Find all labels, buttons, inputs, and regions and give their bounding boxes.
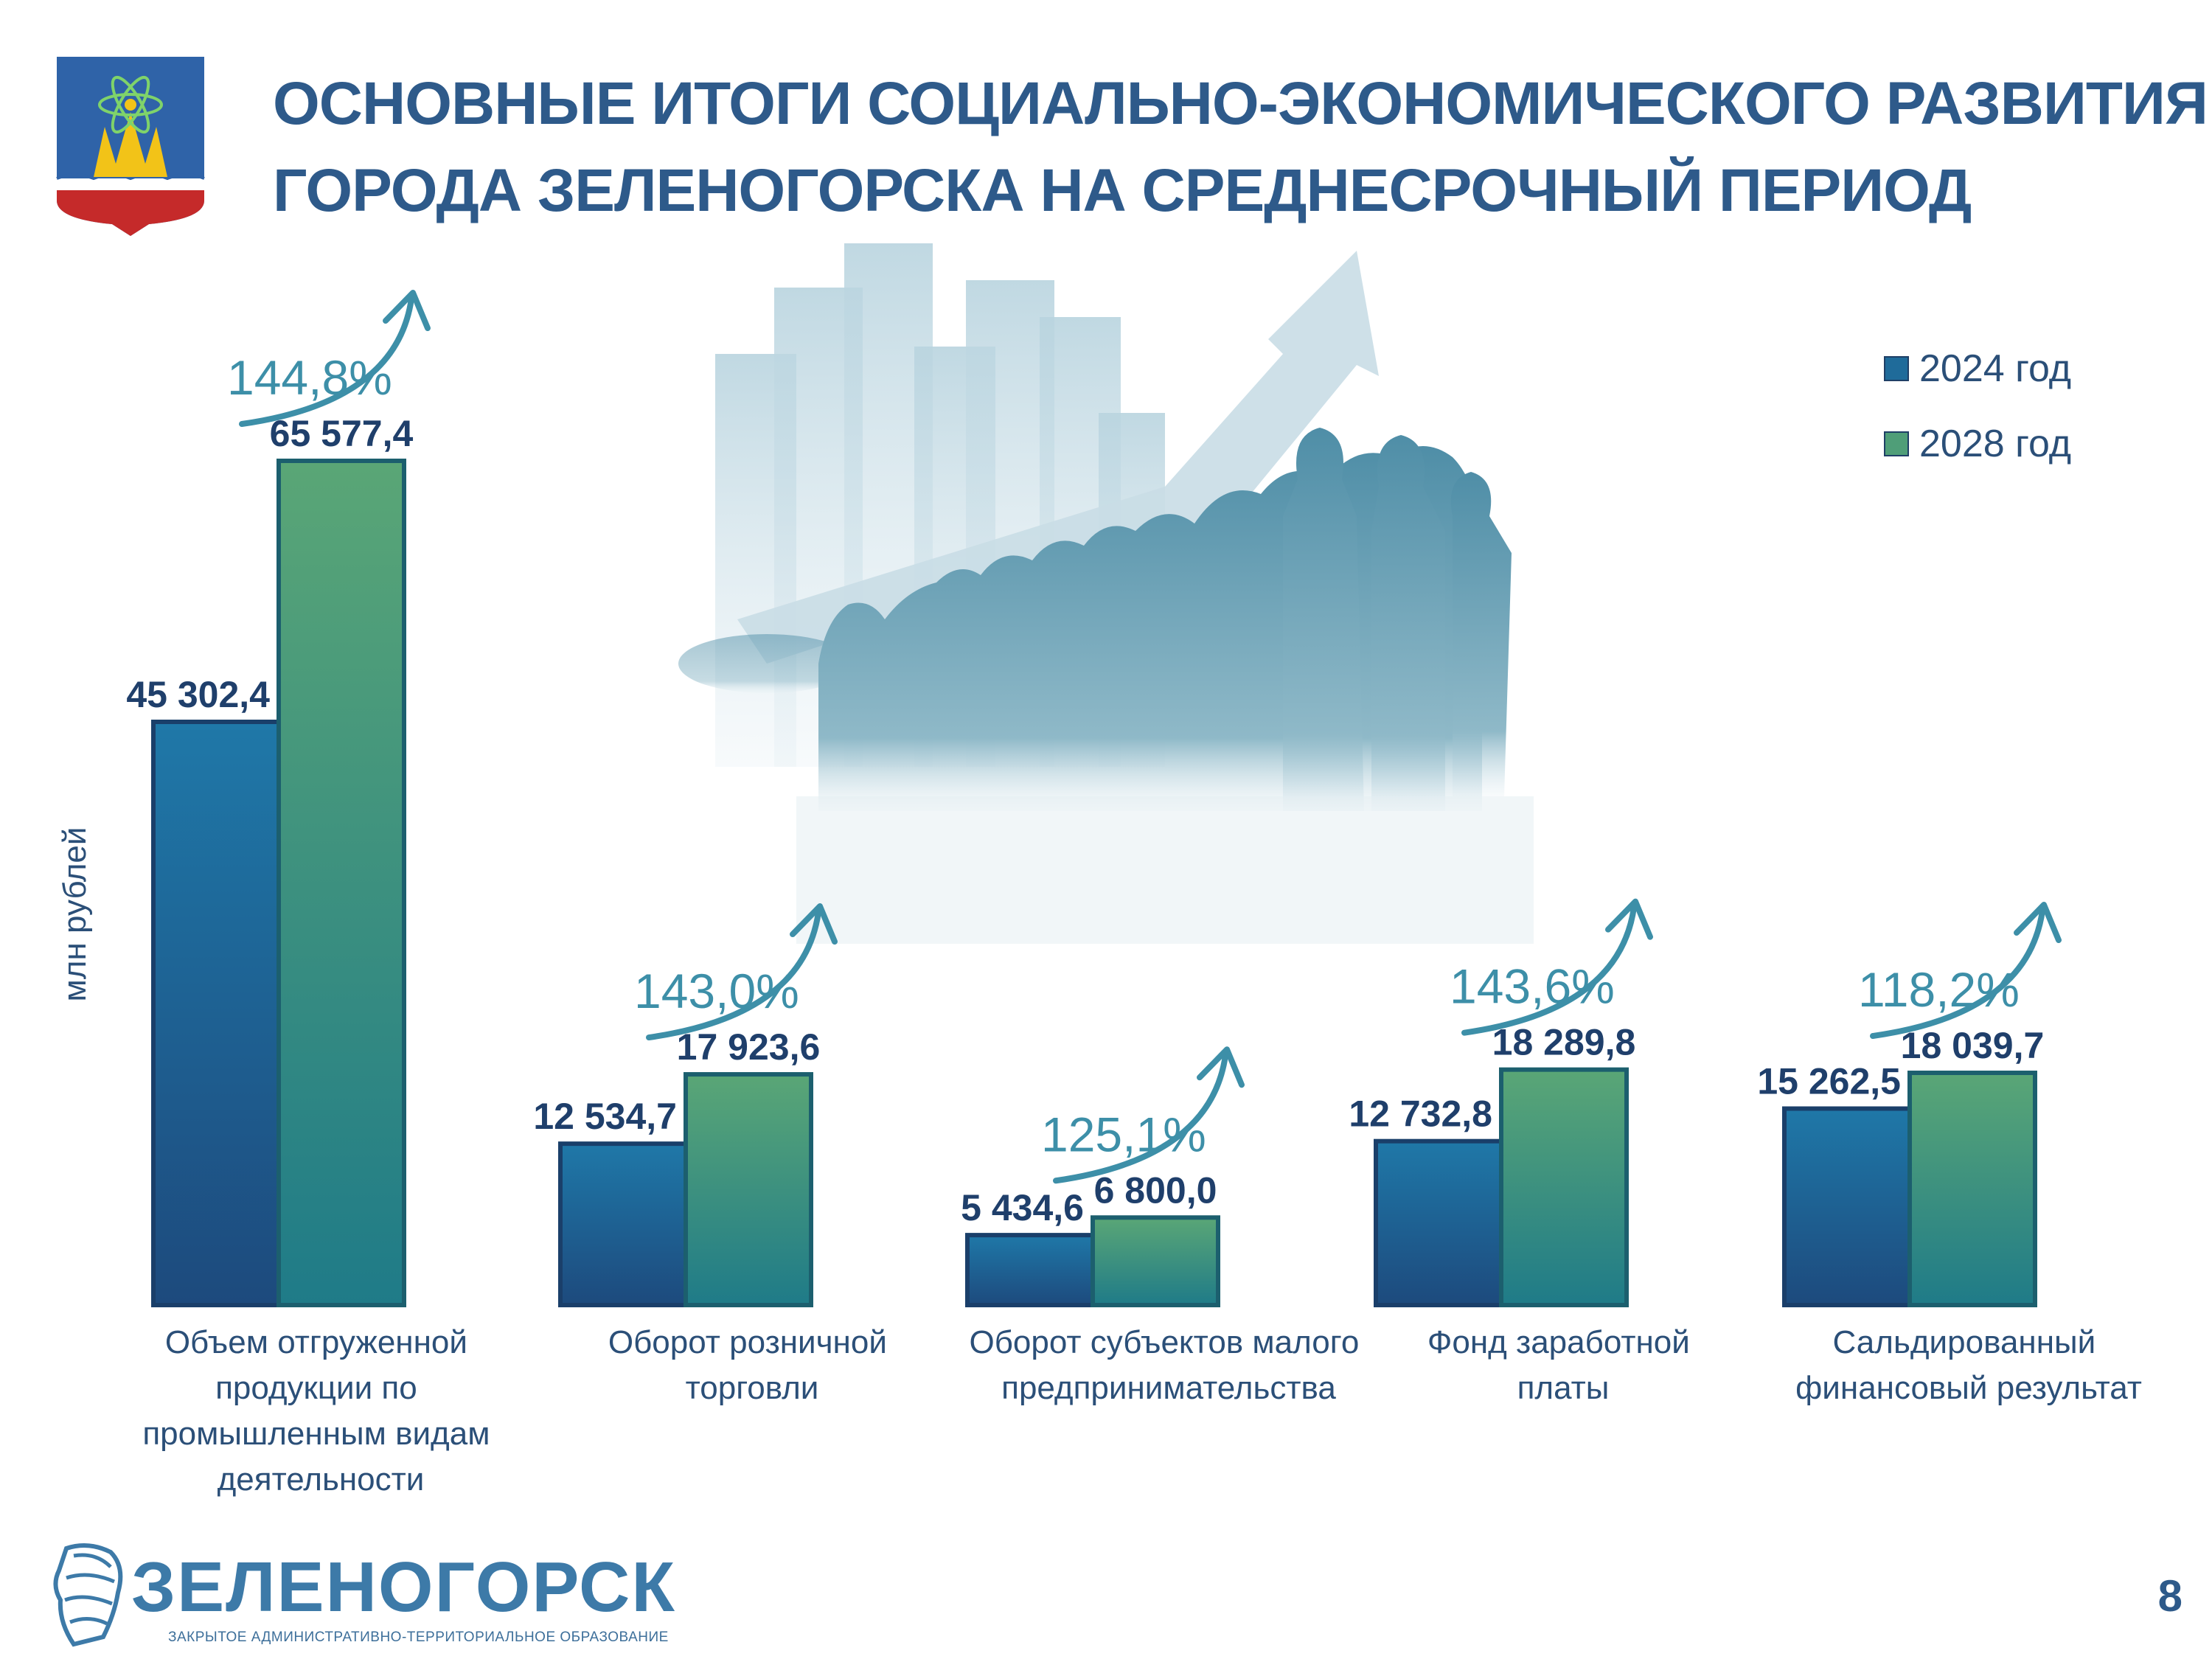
value-label-2028-3: 18 289,8 <box>1492 1022 1636 1063</box>
business-crowd-illustration <box>678 243 1534 944</box>
growth-label-2: 125,1% <box>1041 1107 1206 1161</box>
growth-label-1: 143,0% <box>634 964 799 1018</box>
growth-label-4: 118,2% <box>1858 962 2020 1017</box>
category-label-1: Оборот розничной торговли <box>608 1324 896 1406</box>
page-title-line-2: ГОРОДА ЗЕЛЕНОГОРСКА НА СРЕДНЕСРОЧНЫЙ ПЕР… <box>273 157 1972 224</box>
value-label-2028-1: 17 923,6 <box>677 1026 821 1068</box>
value-label-2024-4: 15 262,5 <box>1757 1061 1901 1102</box>
value-label-2024-3: 12 732,8 <box>1349 1093 1492 1135</box>
growth-arrow-2 <box>1053 1052 1228 1184</box>
growth-label-3: 143,6% <box>1450 959 1615 1014</box>
legend-item-2028: 2028 год <box>1884 422 2071 466</box>
value-label-2028-4: 18 039,7 <box>1901 1025 2045 1066</box>
city-emblem <box>56 57 205 236</box>
bar-2024-1 <box>558 1141 688 1308</box>
value-label-2028-2: 6 800,0 <box>1094 1169 1217 1211</box>
category-label-0: Объем отгруженной продукции по промышлен… <box>142 1324 498 1498</box>
value-label-2024-2: 5 434,6 <box>961 1187 1084 1228</box>
logo-subtitle: ЗАКРЫТОЕ АДМИНИСТРАТИВНО-ТЕРРИТОРИАЛЬНОЕ… <box>168 1630 669 1645</box>
chart-legend: 2024 год 2028 год <box>1884 347 2071 497</box>
growth-arrow-4 <box>1870 908 2045 1040</box>
page-title: ОСНОВНЫЕ ИТОГИ СОЦИАЛЬНО-ЭКОНОМИЧЕСКОГО … <box>273 60 2208 234</box>
growth-arrowhead-0 <box>383 290 431 331</box>
bar-2028-1 <box>684 1072 813 1307</box>
growth-arrow-1 <box>646 909 821 1041</box>
value-label-2024-0: 45 302,4 <box>126 674 270 715</box>
bar-2028-4 <box>1907 1071 2037 1307</box>
growth-arrowhead-1 <box>790 903 838 945</box>
bar-2024-0 <box>151 720 281 1307</box>
growth-arrowhead-2 <box>1197 1046 1245 1088</box>
bar-2028-0 <box>276 459 406 1307</box>
growth-arrow-3 <box>1461 904 1637 1036</box>
legend-swatch-2028 <box>1884 431 1909 456</box>
category-label-4: Сальдированный финансовый результат <box>1795 1324 2142 1406</box>
bar-2028-3 <box>1499 1067 1629 1307</box>
bar-2024-4 <box>1782 1106 1912 1308</box>
category-label-3: Фонд заработной платы <box>1427 1324 1699 1406</box>
growth-arrow-0 <box>239 296 414 427</box>
legend-label-2024: 2024 год <box>1919 347 2072 390</box>
bar-2024-3 <box>1374 1138 1503 1307</box>
logo-name: ЗЕЛЕНОГОРСК <box>131 1548 676 1627</box>
page-number: 8 <box>2157 1571 2183 1621</box>
bar-2028-2 <box>1091 1215 1220 1307</box>
zelenogorsk-logo-mark <box>53 1543 123 1647</box>
growth-arrowhead-4 <box>2014 902 2062 944</box>
legend-item-2024: 2024 год <box>1884 347 2071 391</box>
value-label-2024-1: 12 534,7 <box>533 1096 677 1137</box>
category-label-2: Оборот субъектов малого предпринимательс… <box>969 1324 1368 1406</box>
legend-label-2028: 2028 год <box>1919 422 2072 465</box>
page-title-line-1: ОСНОВНЫЕ ИТОГИ СОЦИАЛЬНО-ЭКОНОМИЧЕСКОГО … <box>273 70 2208 137</box>
growth-arrowhead-3 <box>1605 898 1653 940</box>
bar-2024-2 <box>965 1233 1095 1308</box>
legend-swatch-2024 <box>1884 356 1909 381</box>
growth-label-0: 144,8% <box>227 350 392 405</box>
value-label-2028-0: 65 577,4 <box>270 413 414 454</box>
